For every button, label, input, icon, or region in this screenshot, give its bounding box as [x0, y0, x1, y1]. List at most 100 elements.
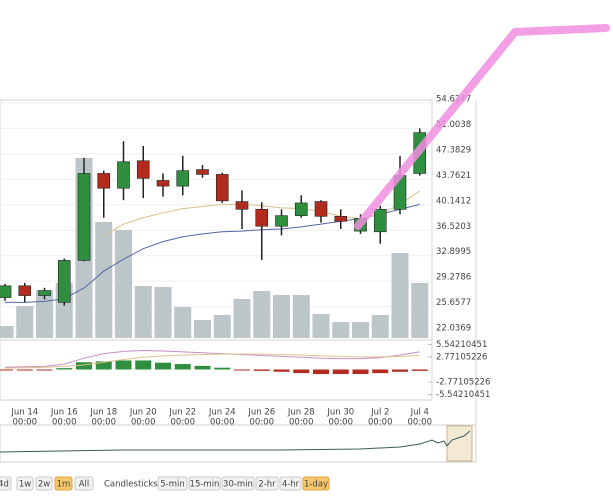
macd-bar — [135, 360, 152, 370]
x-tick-label: Jun 30 — [326, 408, 354, 418]
button-label[interactable]: 2-hr — [258, 480, 276, 490]
button[interactable]: All — [74, 476, 94, 491]
button-label[interactable]: 4-hr — [282, 480, 300, 490]
candle-body — [196, 169, 209, 175]
y-tick-label: 47.3829 — [436, 145, 471, 155]
volume-bar — [213, 315, 231, 338]
macd-bar — [214, 367, 231, 370]
candle-body — [294, 202, 308, 216]
candle-body — [97, 173, 111, 189]
button[interactable]: 5-min — [157, 476, 188, 491]
button-bg[interactable] — [54, 476, 73, 491]
volume-bar — [273, 295, 290, 338]
volume-bar — [352, 322, 369, 338]
button[interactable]: 4d — [0, 476, 12, 491]
button-label[interactable]: All — [79, 480, 90, 490]
candle-body — [136, 160, 150, 179]
button[interactable]: 2-hr — [255, 476, 279, 491]
candle-body — [0, 285, 12, 298]
button[interactable]: 2w — [35, 476, 53, 491]
button-bg[interactable] — [157, 476, 188, 491]
button-bg[interactable] — [302, 476, 330, 491]
button-label[interactable]: 30-min — [223, 480, 253, 490]
macd-tick-label: 5.54210451 — [436, 340, 487, 350]
volume-bar — [134, 286, 152, 338]
button-label[interactable]: 15-min — [190, 480, 220, 490]
volume-bar — [16, 306, 34, 338]
volume-bar — [95, 222, 113, 338]
button-bg[interactable] — [255, 476, 279, 491]
button-label[interactable]: 4d — [0, 480, 9, 490]
candle-body — [18, 285, 32, 296]
button[interactable]: 1w — [16, 476, 34, 491]
button-bg[interactable] — [0, 476, 12, 491]
button-bg[interactable] — [16, 476, 34, 491]
toolbar: 4d 1w 2w 1m All Candlesticks: 5-min 15-min 30-mi… — [0, 476, 330, 491]
macd-bar — [293, 369, 310, 374]
volume-bar — [312, 314, 330, 338]
x-tick-time: 00:00 — [368, 418, 393, 428]
macd-bar — [115, 360, 132, 370]
macd-bar — [253, 369, 270, 371]
volume-bar — [115, 230, 132, 338]
button[interactable]: 4-hr — [279, 476, 302, 491]
button[interactable]: 1-day — [302, 476, 330, 491]
volume-bar — [233, 299, 251, 338]
x-tick-time: 00:00 — [210, 418, 235, 428]
macd-bar — [234, 369, 250, 371]
macd-bar — [392, 369, 408, 372]
macd-bar — [273, 369, 290, 372]
button-bg[interactable] — [35, 476, 53, 491]
candle-body — [314, 201, 328, 217]
button-label[interactable]: 1-day — [304, 480, 328, 490]
candle-body — [334, 216, 348, 222]
button[interactable]: 1m — [54, 476, 73, 491]
volume-bar — [0, 326, 14, 338]
button-bg[interactable] — [74, 476, 94, 491]
button-bg[interactable] — [279, 476, 302, 491]
volume-bar — [411, 283, 429, 338]
x-tick-label: Jun 22 — [168, 408, 196, 418]
button-bg[interactable] — [188, 476, 221, 491]
button-bg[interactable] — [221, 476, 255, 491]
volume-bar — [332, 322, 350, 338]
candle-body — [117, 161, 130, 189]
x-tick-time: 00:00 — [13, 418, 38, 428]
macd-bar — [174, 364, 191, 370]
candle-body — [275, 215, 288, 227]
x-tick-time: 00:00 — [92, 418, 117, 428]
y-tick-label: 40.1412 — [436, 196, 471, 206]
candles-label: Candlesticks: — [104, 480, 161, 490]
x-tick-label: Jul 4 — [410, 408, 429, 418]
x-tick-time: 00:00 — [289, 418, 314, 428]
macd-tick-label: -2.77105226 — [436, 378, 490, 388]
volume-bar — [174, 307, 192, 338]
candle-body — [255, 209, 269, 227]
volume-bar — [194, 320, 211, 338]
button-label[interactable]: 2w — [38, 480, 50, 490]
macd-bar — [313, 369, 329, 375]
button[interactable]: 30-min — [221, 476, 255, 491]
x-tick-time: 00:00 — [131, 418, 156, 428]
x-tick-label: Jun 14 — [10, 408, 38, 418]
button-label[interactable]: 1m — [57, 480, 71, 490]
marks: 22.0369 25.6577 29.2786 32.8995 36.5203 40.14… — [0, 94, 490, 428]
y-tick-label: 32.8995 — [436, 247, 471, 257]
macd-tick-label: -5.54210451 — [436, 390, 490, 400]
candle-body — [38, 290, 51, 296]
button-label[interactable]: 5-min — [160, 480, 185, 490]
x-tick-time: 00:00 — [329, 418, 354, 428]
button-label[interactable]: 1w — [19, 480, 31, 490]
button[interactable]: 15-min — [188, 476, 221, 491]
volume-bar — [391, 253, 409, 338]
y-tick-label: 43.7621 — [436, 171, 471, 181]
x-tick-label: Jun 18 — [89, 408, 117, 418]
candle-body — [156, 180, 170, 187]
macd-bar — [16, 369, 33, 371]
candle-body — [373, 209, 387, 233]
x-tick-label: Jun 20 — [129, 408, 157, 418]
macd-bar — [36, 369, 53, 371]
volume-bar — [292, 295, 310, 338]
